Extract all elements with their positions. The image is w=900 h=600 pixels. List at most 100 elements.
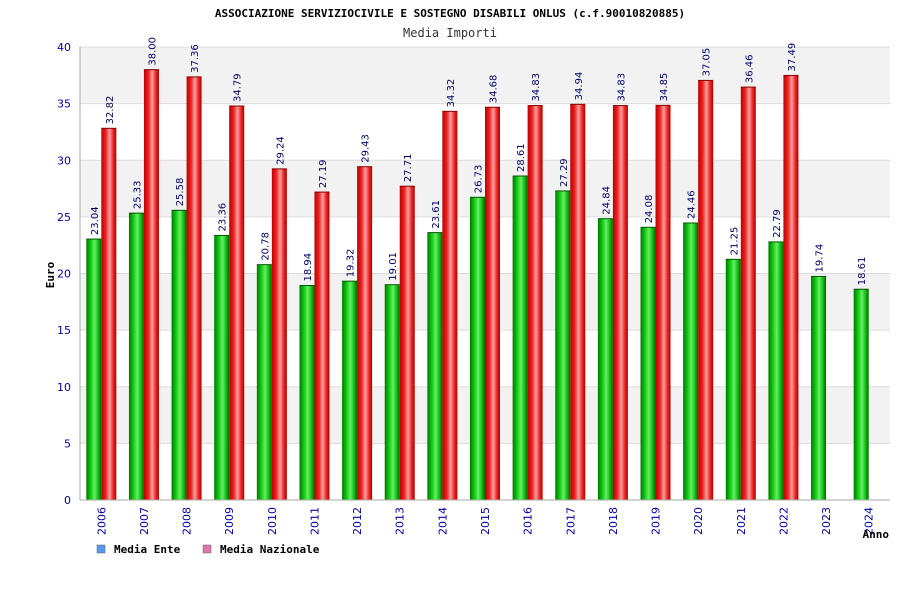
bar-media-ente-2010 [256,264,272,500]
bar-media-ente-2013 [384,284,400,500]
bar-media-nazionale-2021 [740,87,756,500]
bar-media-ente-2020 [683,222,699,501]
chart-subtitle: Media Importi [403,26,497,40]
y-tick-label: 40 [57,41,71,54]
x-tick-label: 2015 [479,507,492,535]
y-tick-label: 30 [57,154,71,167]
value-label: 24.84 [601,186,612,215]
x-tick-label: 2008 [181,507,194,535]
x-tick-label: 2009 [223,507,236,535]
value-label: 19.32 [346,249,357,278]
legend: Media Ente Media Nazionale [96,543,320,556]
y-tick-label: 25 [57,211,71,224]
legend-label-media-nazionale: Media Nazionale [220,543,320,556]
x-tick-label: 2020 [692,507,705,535]
value-label: 18.94 [303,253,314,282]
bar-media-ente-2007 [128,213,144,500]
bar-media-ente-2014 [427,232,443,500]
value-label: 18.61 [857,257,868,286]
x-tick-label: 2024 [863,507,876,535]
x-tick-label: 2021 [735,507,748,535]
bar-media-ente-2016 [512,175,528,500]
x-tick-label: 2018 [607,507,620,535]
value-label: 32.82 [105,96,116,125]
value-label: 34.85 [659,73,670,102]
value-label: 24.08 [644,195,655,224]
value-label: 29.24 [275,136,286,165]
value-label: 37.49 [787,43,798,72]
bar-media-nazionale-2022 [783,75,799,500]
bar-media-nazionale-2011 [314,192,330,501]
value-label: 20.78 [260,232,271,261]
legend-swatch-media-nazionale [202,544,212,554]
value-label: 34.83 [531,73,542,102]
value-label: 36.46 [744,54,755,83]
bar-media-nazionale-2015 [485,107,500,501]
bar-media-ente-2023 [811,276,827,500]
chart-title: ASSOCIAZIONE SERVIZIOCIVILE E SOSTEGNO D… [215,7,685,20]
bar-media-nazionale-2017 [570,104,586,500]
value-label: 27.71 [403,154,414,183]
x-tick-label: 2014 [436,507,449,535]
y-ticks: 0 5 10 15 20 25 30 35 40 [57,41,71,507]
value-label: 23.04 [90,206,101,235]
value-label: 23.36 [218,203,229,232]
value-labels: 23.04 32.82 25.33 38.00 25.58 37.36 23.36 34.79… [90,37,868,285]
x-tick-label: 2023 [820,507,833,535]
x-axis-label: Anno [863,528,890,541]
bar-media-ente-2018 [597,218,613,500]
x-tick-label: 2016 [522,507,535,535]
value-label: 34.32 [446,79,457,108]
value-label: 23.61 [431,200,442,229]
value-label: 27.19 [318,159,329,188]
x-tick-label: 2011 [308,507,321,535]
bar-media-nazionale-2008 [186,76,202,500]
x-tick-label: 2017 [564,507,577,535]
value-label: 34.83 [616,73,627,102]
bar-media-ente-2021 [725,259,741,500]
x-tick-label: 2022 [777,507,790,535]
value-label: 28.61 [516,143,527,172]
value-label: 27.29 [559,158,570,187]
bar-media-ente-2017 [555,190,571,501]
value-label: 19.74 [815,244,826,273]
bar-media-ente-2009 [214,235,230,500]
value-label: 24.46 [687,190,698,219]
bar-media-nazionale-2018 [612,105,628,501]
bar-media-ente-2024 [853,289,869,500]
bar-media-ente-2015 [470,197,485,500]
bar-media-nazionale-2019 [655,105,671,500]
bar-media-nazionale-2013 [399,186,415,500]
bar-media-ente-2022 [768,241,784,500]
x-tick-label: 2012 [351,507,364,535]
x-tick-label: 2006 [95,507,108,535]
value-label: 21.25 [729,227,740,256]
bar-media-nazionale-2007 [143,69,159,501]
value-label: 19.01 [388,252,399,281]
x-tick-label: 2013 [394,507,407,535]
y-tick-label: 5 [64,437,71,450]
bar-media-nazionale-2016 [527,105,543,501]
axes [79,47,890,501]
bar-media-nazionale-2020 [698,80,714,500]
bar-media-ente-2019 [640,227,656,500]
bar-media-ente-2006 [86,239,102,500]
bar-media-ente-2012 [342,281,358,500]
bar-media-nazionale-2014 [442,111,458,501]
bar-media-nazionale-2009 [229,106,245,501]
legend-label-media-ente: Media Ente [114,543,181,556]
bar-media-nazionale-2006 [101,128,117,500]
y-tick-label: 35 [57,98,71,111]
value-label: 25.58 [175,178,186,207]
value-label: 34.94 [574,72,585,101]
value-label: 29.43 [361,134,372,163]
bar-media-ente-2008 [171,210,187,500]
x-tick-label: 2007 [138,507,151,535]
value-label: 34.79 [233,73,244,102]
legend-swatch-media-ente [96,544,106,554]
y-tick-label: 10 [57,381,71,394]
bar-media-ente-2011 [299,285,315,500]
y-tick-label: 20 [57,268,71,281]
value-label: 38.00 [147,37,158,66]
